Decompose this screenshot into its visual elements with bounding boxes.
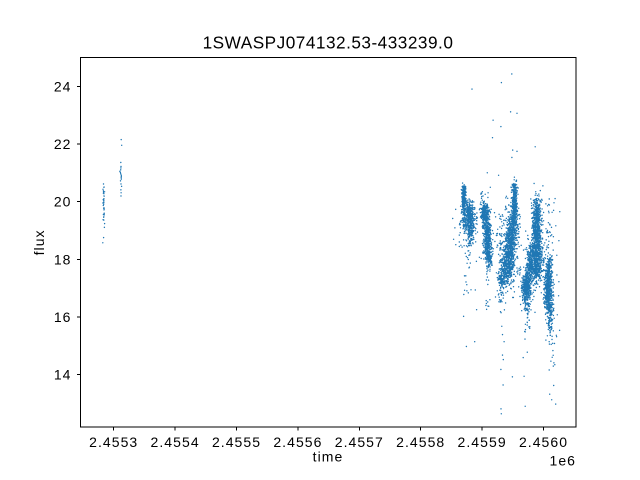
svg-text:2.4555: 2.4555 [212, 434, 261, 450]
svg-text:2.4556: 2.4556 [273, 434, 322, 450]
svg-text:2.4554: 2.4554 [151, 434, 200, 450]
svg-text:22: 22 [54, 136, 72, 152]
svg-text:2.4559: 2.4559 [458, 434, 507, 450]
svg-text:1SWASPJ074132.53-433239.0: 1SWASPJ074132.53-433239.0 [203, 33, 454, 53]
svg-text:20: 20 [54, 194, 72, 210]
svg-text:flux: flux [31, 229, 47, 255]
svg-text:24: 24 [54, 78, 72, 94]
svg-text:2.4557: 2.4557 [335, 434, 384, 450]
svg-text:2.4553: 2.4553 [89, 434, 138, 450]
svg-text:2.4560: 2.4560 [519, 434, 568, 450]
svg-text:14: 14 [54, 367, 72, 383]
svg-text:time: time [313, 449, 344, 465]
svg-text:1e6: 1e6 [549, 453, 576, 469]
svg-text:2.4558: 2.4558 [396, 434, 445, 450]
svg-text:18: 18 [54, 251, 72, 267]
svg-text:16: 16 [54, 309, 72, 325]
